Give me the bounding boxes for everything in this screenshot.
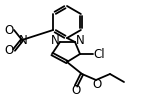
Text: N: N — [76, 34, 84, 47]
Text: O: O — [92, 78, 102, 91]
Text: Cl: Cl — [93, 48, 105, 61]
Text: N: N — [51, 34, 59, 47]
Text: O: O — [71, 84, 81, 97]
Text: O: O — [4, 24, 14, 37]
Text: O: O — [4, 44, 14, 57]
Text: N: N — [19, 34, 27, 47]
